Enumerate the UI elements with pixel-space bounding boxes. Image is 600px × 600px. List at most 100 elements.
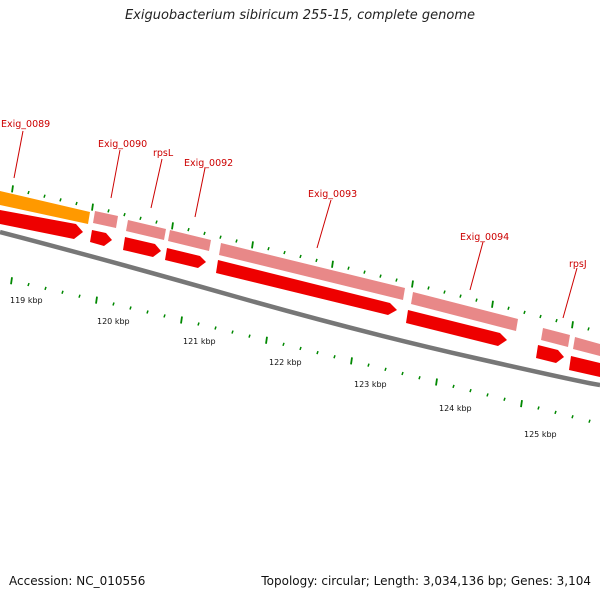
major-tick <box>251 241 254 249</box>
minor-tick <box>554 410 557 415</box>
minor-tick <box>43 194 46 198</box>
minor-tick <box>235 239 238 243</box>
gene-label[interactable]: rpsL <box>153 148 174 159</box>
minor-tick <box>379 274 382 278</box>
minor-tick <box>219 235 222 239</box>
major-tick <box>411 280 414 288</box>
minor-tick <box>267 246 270 251</box>
major-tick <box>435 378 438 386</box>
minor-tick <box>443 290 446 294</box>
minor-tick <box>163 314 166 318</box>
major-tick <box>91 203 94 211</box>
cds-forward <box>168 230 211 251</box>
cds-forward <box>126 220 166 240</box>
minor-tick <box>146 310 149 314</box>
major-tick <box>491 300 494 308</box>
forward-strand-track <box>93 211 600 356</box>
minor-tick <box>187 227 190 232</box>
minor-tick <box>363 270 366 274</box>
minor-tick <box>44 286 47 291</box>
cds-reverse <box>569 356 600 377</box>
major-tick <box>10 277 13 285</box>
outer-tick-row <box>11 185 590 331</box>
kbp-label: 122 kbp <box>269 358 302 367</box>
inner-tick-row <box>10 277 591 423</box>
gene-leader-line <box>150 158 163 209</box>
minor-tick <box>27 190 30 195</box>
major-tick <box>520 399 523 408</box>
major-tick <box>331 260 334 268</box>
gene-label-layer: Exig_0089 Exig_0090 rpsL Exig_0092 Exig_… <box>1 119 587 319</box>
genome-backbone <box>0 229 600 388</box>
minor-tick <box>418 376 421 380</box>
kbp-label: 119 kbp <box>10 296 43 305</box>
minor-tick <box>61 290 64 295</box>
accession-text: Accession: NC_010556 <box>9 574 146 588</box>
minor-tick <box>139 216 142 221</box>
minor-tick <box>347 266 350 270</box>
cds-reverse <box>536 345 564 363</box>
minor-tick <box>503 397 506 402</box>
major-tick <box>95 296 98 304</box>
cds-reverse <box>90 230 112 246</box>
minor-tick <box>523 310 526 315</box>
minor-tick <box>203 231 206 236</box>
major-tick <box>265 336 268 344</box>
gene-leader-line <box>110 149 121 199</box>
minor-tick <box>475 298 478 302</box>
minor-tick <box>231 330 234 334</box>
minor-tick <box>459 294 462 298</box>
gene-label[interactable]: Exig_0094 <box>460 232 509 243</box>
cds-reverse <box>216 260 397 315</box>
minor-tick <box>129 306 132 310</box>
highlight-feature <box>0 191 90 224</box>
minor-tick <box>588 419 591 423</box>
major-tick <box>171 222 174 230</box>
gene-label[interactable]: Exig_0090 <box>98 139 147 150</box>
major-tick <box>571 321 574 329</box>
minor-tick <box>197 322 200 326</box>
minor-tick <box>469 388 472 393</box>
cds-forward <box>219 243 405 300</box>
gene-leader-line <box>562 267 578 319</box>
minor-tick <box>282 342 285 347</box>
cds-reverse <box>123 237 161 257</box>
minor-tick <box>537 406 540 410</box>
genome-summary-text: Topology: circular; Length: 3,034,136 bp… <box>261 574 591 588</box>
gene-label[interactable]: Exig_0092 <box>184 158 233 169</box>
kbp-label: 120 kbp <box>97 317 130 326</box>
cds-forward <box>573 337 600 356</box>
minor-tick <box>27 282 30 287</box>
minor-tick <box>316 350 319 355</box>
minor-tick <box>452 384 455 389</box>
minor-tick <box>427 286 430 290</box>
gene-label[interactable]: Exig_0089 <box>1 119 50 130</box>
gene-leader-line <box>316 199 332 249</box>
gene-label[interactable]: Exig_0093 <box>308 189 357 200</box>
minor-tick <box>78 294 81 298</box>
minor-tick <box>59 198 62 202</box>
gene-label[interactable]: rpsJ <box>569 259 587 270</box>
gene-leader-line <box>13 130 24 179</box>
minor-tick <box>486 393 489 397</box>
cds-reverse <box>165 248 206 268</box>
reverse-strand-track <box>0 210 600 377</box>
minor-tick <box>401 371 404 376</box>
minor-tick <box>112 302 115 306</box>
minor-tick <box>367 363 370 367</box>
minor-tick <box>299 346 302 351</box>
kbp-label: 123 kbp <box>354 380 387 389</box>
genome-title: Exiguobacterium sibiricum 255-15, comple… <box>124 8 476 23</box>
cds-forward <box>411 292 518 331</box>
cds-forward <box>541 328 570 347</box>
minor-tick <box>587 327 590 331</box>
major-tick <box>180 316 183 324</box>
minor-tick <box>333 355 336 359</box>
minor-tick <box>299 254 302 259</box>
gene-leader-line <box>469 241 484 291</box>
major-tick <box>350 357 353 365</box>
minor-tick <box>75 201 78 206</box>
cds-forward <box>93 211 118 228</box>
